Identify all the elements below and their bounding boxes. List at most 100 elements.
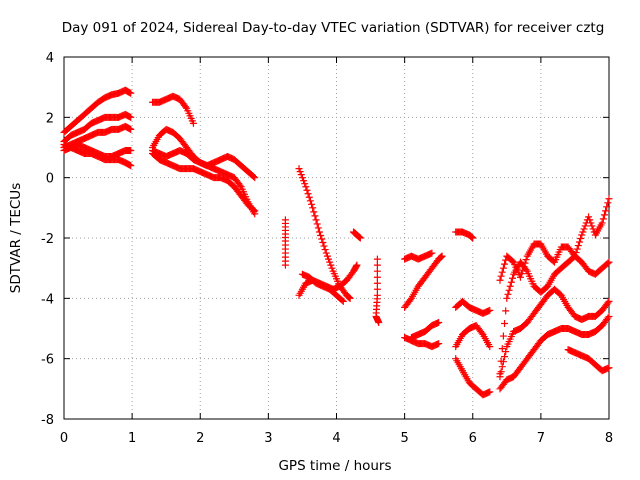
series-13 [298, 270, 347, 305]
data-point-plus-marker [518, 270, 526, 278]
data-point-plus-marker [428, 249, 436, 257]
data-point-plus-marker [127, 113, 135, 121]
data-point-plus-marker [189, 119, 197, 127]
data-point-plus-marker [281, 261, 289, 269]
y-tick-label: 0 [46, 172, 54, 187]
data-point-plus-marker [181, 103, 189, 111]
data-point-plus-marker [504, 290, 512, 298]
series-9 [149, 150, 259, 215]
data-point-plus-marker [318, 235, 326, 243]
data-point-plus-marker [578, 231, 586, 239]
data-point-plus-marker [586, 216, 594, 224]
data-point-plus-marker [605, 195, 613, 203]
y-tick-label: -2 [41, 232, 54, 247]
data-point-plus-marker [353, 261, 361, 269]
data-point-plus-marker [375, 318, 383, 326]
data-point-plus-marker [311, 212, 319, 220]
series-10 [281, 216, 289, 269]
series-8 [149, 147, 259, 218]
series-21 [452, 297, 494, 317]
x-tick-label: 4 [332, 431, 340, 446]
data-point-plus-marker [505, 286, 513, 294]
data-point-plus-marker [300, 177, 308, 185]
series-27 [496, 312, 613, 393]
data-point-plus-marker [486, 343, 494, 351]
data-point-plus-marker [297, 171, 305, 179]
data-point-plus-marker [406, 296, 414, 304]
y-tick-label: -4 [41, 292, 54, 307]
series-2 [60, 110, 135, 145]
data-point-plus-marker [486, 306, 494, 314]
data-point-plus-marker [315, 228, 323, 236]
y-tick-label: -8 [41, 413, 54, 428]
data-point-plus-marker [127, 147, 135, 155]
series-15 [372, 255, 383, 326]
data-point-plus-marker [605, 312, 613, 320]
x-tick-label: 8 [605, 431, 613, 446]
data-point-plus-marker [356, 234, 364, 242]
data-points [60, 86, 613, 399]
data-point-plus-marker [438, 252, 446, 260]
data-point-plus-marker [312, 216, 320, 224]
data-point-plus-marker [326, 258, 334, 266]
data-point-plus-marker [599, 215, 607, 223]
y-tick-label: 4 [46, 51, 54, 66]
data-point-plus-marker [251, 207, 259, 215]
x-tick-label: 0 [60, 431, 68, 446]
data-point-plus-marker [469, 234, 477, 242]
data-point-plus-marker [499, 358, 507, 366]
x-tick-label: 7 [537, 431, 545, 446]
series-26 [496, 285, 613, 381]
data-point-plus-marker [373, 255, 381, 263]
y-tick-label: -6 [41, 353, 54, 368]
y-tick-label: 2 [46, 111, 54, 126]
data-point-plus-marker [522, 256, 530, 264]
x-tick-label: 2 [196, 431, 204, 446]
data-point-plus-marker [499, 332, 507, 340]
data-point-plus-marker [604, 259, 612, 267]
data-point-plus-marker [250, 206, 258, 214]
data-point-plus-marker [581, 222, 589, 230]
data-point-plus-marker [508, 257, 516, 265]
data-point-plus-marker [516, 273, 524, 281]
data-point-plus-marker [325, 255, 333, 263]
data-point-plus-marker [319, 239, 327, 247]
data-point-plus-marker [602, 207, 610, 215]
data-point-plus-marker [497, 368, 505, 376]
x-tick-label: 3 [264, 431, 272, 446]
data-point-plus-marker [600, 211, 608, 219]
data-point-plus-marker [498, 363, 506, 371]
series-22 [452, 321, 494, 351]
x-tick-label: 6 [469, 431, 477, 446]
data-point-plus-marker [508, 274, 516, 282]
data-point-plus-marker [498, 268, 506, 276]
data-point-plus-marker [577, 235, 585, 243]
data-point-plus-marker [503, 294, 511, 302]
data-point-plus-marker [322, 249, 330, 257]
data-point-plus-marker [321, 246, 329, 254]
data-point-plus-marker [519, 266, 527, 274]
data-point-plus-marker [604, 314, 612, 322]
data-point-plus-marker [127, 162, 135, 170]
data-point-plus-marker [339, 297, 347, 305]
series-28 [564, 346, 613, 375]
data-point-plus-marker [127, 89, 135, 97]
series-5 [60, 140, 135, 170]
data-point-plus-marker [373, 267, 381, 275]
data-point-plus-marker [250, 173, 258, 181]
data-point-plus-marker [301, 180, 309, 188]
data-point-plus-marker [603, 203, 611, 211]
data-point-plus-marker [373, 279, 381, 287]
data-point-plus-marker [435, 318, 443, 326]
series-16 [401, 249, 436, 263]
series-23 [452, 355, 494, 399]
data-point-plus-marker [571, 252, 579, 260]
data-point-plus-marker [507, 278, 515, 286]
data-point-plus-marker [605, 297, 613, 305]
data-point-plus-marker [328, 264, 336, 272]
data-point-plus-marker [572, 249, 580, 257]
x-tick-label: 5 [400, 431, 408, 446]
data-point-plus-marker [320, 242, 328, 250]
